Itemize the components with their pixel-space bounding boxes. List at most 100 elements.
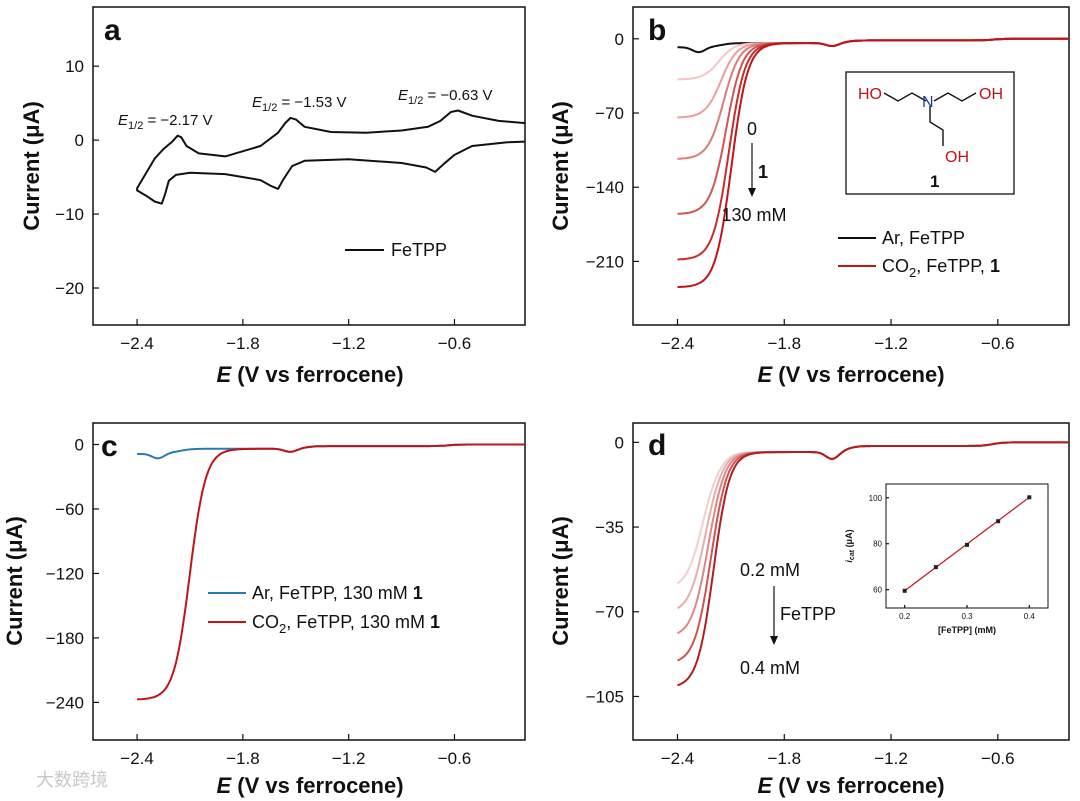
x-axis-title-rest: (V vs ferrocene) xyxy=(231,362,403,387)
x-axis-title: E (V vs ferrocene) xyxy=(216,362,403,387)
x-axis-title-rest: (V vs ferrocene) xyxy=(772,773,944,798)
x-tick-label: 0.3 xyxy=(961,612,973,621)
inset-y-unit: (μA) xyxy=(844,529,854,550)
x-axis-title: E (V vs ferrocene) xyxy=(757,362,944,387)
annot-sub: 1/2 xyxy=(262,102,277,114)
chemical-structure: HO N OH OH 1 xyxy=(845,71,1015,195)
legend-sub: 2 xyxy=(279,621,286,636)
x-axis-title-rest: (V vs ferrocene) xyxy=(772,362,944,387)
series-line xyxy=(677,441,1069,687)
annot-value: = −2.17 V xyxy=(143,112,212,129)
arrow-label-start: 0.2 mM xyxy=(740,560,800,580)
structure-n: N xyxy=(922,94,934,111)
y-axis-title: Current (μA) xyxy=(548,516,573,646)
structure-label: 1 xyxy=(930,172,939,191)
x-tick-label: 0.2 xyxy=(899,612,911,621)
inset-x-title: [FeTPP] (mM) xyxy=(938,625,996,635)
arrow-head xyxy=(748,188,756,197)
x-tick-label: −0.6 xyxy=(438,334,472,353)
annot-e: E xyxy=(252,94,263,111)
arrow-label-end: 130 mM xyxy=(721,205,786,225)
x-tick-label: −1.8 xyxy=(226,334,260,353)
y-tick-label: −180 xyxy=(46,629,84,648)
y-tick-label: −140 xyxy=(586,178,624,197)
annot-e: E xyxy=(118,112,129,129)
y-tick-label: 0 xyxy=(615,30,624,49)
x-tick-label: −1.8 xyxy=(767,334,801,353)
annotation-e-half: E1/2 = −0.63 V xyxy=(398,87,493,107)
x-axis-title-italic: E xyxy=(216,773,232,798)
legend-sub: 2 xyxy=(909,265,916,280)
panel-letter: b xyxy=(648,14,666,47)
x-tick-label: −2.4 xyxy=(661,334,695,353)
y-axis-title: Current (μA) xyxy=(2,516,27,646)
panel-b: −2.4 −1.8 −1.2 −0.6 0 −70 −140 −210 b Current (… xyxy=(548,6,1070,387)
x-tick-label: −2.4 xyxy=(661,749,695,768)
inset-y-title: icat (μA) xyxy=(844,529,856,562)
arrow-label-end: 0.4 mM xyxy=(740,658,800,678)
legend-label: FeTPP xyxy=(391,240,447,260)
series-group xyxy=(137,443,525,701)
x-axis-title-italic: E xyxy=(757,773,773,798)
legend-label: CO2, FeTPP, 130 mM 1 xyxy=(252,612,440,636)
x-axis-title: E (V vs ferrocene) xyxy=(757,773,944,798)
panel-letter: d xyxy=(648,429,666,462)
x-tick-label: −2.4 xyxy=(120,749,154,768)
panel-letter: c xyxy=(101,430,118,463)
series-group xyxy=(136,109,526,205)
inset-y-i: i xyxy=(844,560,854,563)
legend: Ar, FeTPP, 130 mM 1 CO2, FeTPP, 130 mM 1 xyxy=(208,583,440,636)
legend-co: CO xyxy=(252,612,279,632)
legend-label: Ar, FeTPP xyxy=(882,228,965,248)
y-tick-label: 100 xyxy=(869,494,883,503)
legend-text: Ar, FeTPP, 130 mM xyxy=(252,583,413,603)
annot-value: = −1.53 V xyxy=(277,94,346,111)
y-tick-label: −20 xyxy=(55,279,84,298)
x-tick-label: −0.6 xyxy=(981,334,1015,353)
y-tick-label: −210 xyxy=(586,252,624,271)
scatter-point xyxy=(996,519,1001,524)
plot-frame xyxy=(92,422,526,741)
scatter-point xyxy=(965,542,969,547)
series-line xyxy=(677,37,1069,289)
y-tick-label: 0 xyxy=(615,433,624,452)
y-tick-label: −120 xyxy=(46,564,84,583)
annot-sub: 1/2 xyxy=(408,95,423,107)
y-axis-title: Current (μA) xyxy=(548,101,573,231)
x-tick-label: −1.2 xyxy=(332,334,366,353)
y-tick-label: 60 xyxy=(873,586,882,595)
structure-box xyxy=(845,71,1015,195)
panel-letter: a xyxy=(104,14,121,47)
structure-bond xyxy=(883,92,927,102)
x-tick-label: −2.4 xyxy=(120,334,154,353)
y-tick-label: −70 xyxy=(595,603,624,622)
plot-frame xyxy=(632,6,1070,326)
x-tick-label: −1.2 xyxy=(332,749,366,768)
x-tick-label: −0.6 xyxy=(438,749,472,768)
x-tick-label: −0.6 xyxy=(981,749,1015,768)
legend-rest: , FeTPP, xyxy=(916,256,990,276)
arrow-label-compound: FeTPP xyxy=(780,604,836,624)
legend-label: Ar, FeTPP, 130 mM 1 xyxy=(252,583,423,603)
structure-oh: OH xyxy=(945,149,969,166)
y-tick-label: −240 xyxy=(46,693,84,712)
legend-bold: 1 xyxy=(990,256,1000,276)
structure-oh: OH xyxy=(979,86,1003,103)
inset-marks xyxy=(902,495,1032,593)
y-tick-label: −70 xyxy=(595,104,624,123)
x-tick-label: −1.8 xyxy=(226,749,260,768)
panel-d: −2.4 −1.8 −1.2 −0.6 0 −35 −70 −105 d Current (μ… xyxy=(548,422,1070,798)
annotation-e-half: E1/2 = −2.17 V xyxy=(118,112,213,132)
arrow-label-start: 0 xyxy=(747,119,757,139)
annot-value: = −0.63 V xyxy=(423,87,492,104)
legend-bold: 1 xyxy=(430,612,440,632)
panel-c: −2.4 −1.8 −1.2 −0.6 0 −60 −120 −180 −240 c Curre… xyxy=(2,422,526,798)
y-tick-label: −35 xyxy=(595,518,624,537)
x-tick-label: −1.8 xyxy=(767,749,801,768)
legend-co: CO xyxy=(882,256,909,276)
y-tick-label: −60 xyxy=(55,500,84,519)
arrow-label-compound: 1 xyxy=(758,162,768,182)
scatter-point xyxy=(933,565,938,570)
structure-bond xyxy=(929,106,944,146)
